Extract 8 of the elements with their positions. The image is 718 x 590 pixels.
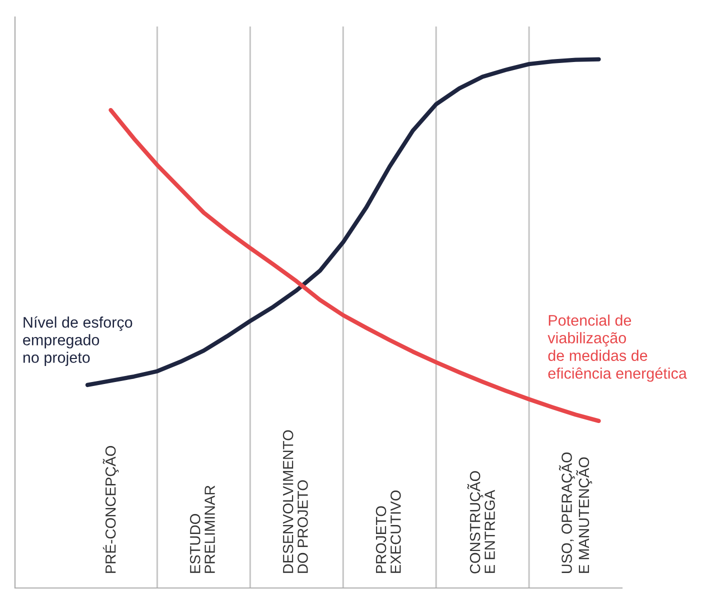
x-tick-label: DESENVOLVIMENTO DO PROJETO xyxy=(282,430,308,573)
series-label: Nível de esforço empregado no projeto xyxy=(23,316,132,366)
x-tick-label: ESTUDO PRELIMINAR xyxy=(190,486,215,573)
x-tick-label: PROJETO EXECUTIVO xyxy=(376,490,401,573)
x-tick-label: USO, OPERAÇÃO E MANUTENÇÃO xyxy=(558,452,592,573)
x-tick-label: PRÉ-CONCEPÇÃO xyxy=(102,446,119,573)
x-tick-label: CONSTRUÇÃO E ENTREGA xyxy=(467,471,495,574)
series-label: Potencial de viabilização de medidas de eficiência energética xyxy=(548,314,687,382)
